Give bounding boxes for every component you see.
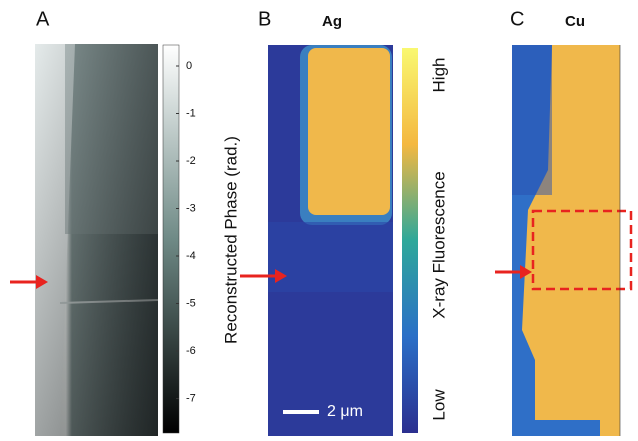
cu-shade [512, 45, 552, 195]
panel-label: A [36, 8, 50, 30]
colorbar-tick-label: 0 [186, 60, 192, 72]
element-label: Ag [322, 13, 342, 30]
colorbar-tick-label: -3 [186, 202, 196, 214]
colorbar-tick-label: -5 [186, 297, 196, 309]
colorbar [402, 48, 418, 433]
colorbar-tick-label: -1 [186, 107, 196, 119]
colorbar-high: High [429, 58, 448, 93]
ag-band [268, 222, 393, 292]
scale-bar-label: 2 μm [327, 403, 363, 420]
panel-label: C [510, 8, 524, 30]
colorbar-tick-label: -4 [186, 250, 196, 262]
panel-label: B [258, 8, 271, 30]
ag-region [308, 48, 390, 215]
element-label: Cu [565, 13, 585, 30]
shade [35, 44, 158, 436]
colorbar [163, 45, 179, 433]
colorbar-tick-label: -2 [186, 155, 196, 167]
colorbar-tick-label: -7 [186, 392, 196, 404]
colorbar-low: Low [429, 389, 448, 421]
colorbar-title: Reconstructed Phase (rad.) [221, 136, 240, 344]
figure: A Reconstructed Phase (rad.) 0 -1 -2 -3 -4 -5… [0, 0, 638, 436]
colorbar-title: X-ray Fluorescence [429, 171, 448, 318]
colorbar-tick-label: -6 [186, 345, 196, 357]
